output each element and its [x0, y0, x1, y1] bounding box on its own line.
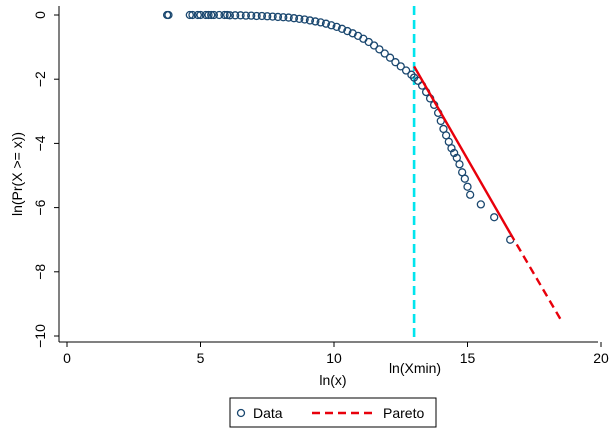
data-point [164, 10, 173, 20]
data-point [209, 10, 219, 20]
x-tick-label: 5 [197, 350, 205, 366]
plot-area [162, 6, 562, 342]
data-point [332, 22, 341, 32]
data-point [375, 45, 384, 54]
y-tick-label: −10 [32, 324, 48, 348]
data-point [188, 10, 197, 20]
data-point [215, 10, 224, 20]
data-point [369, 41, 379, 50]
y-tick-label: 0 [32, 11, 48, 19]
legend: Data Pareto [229, 397, 437, 428]
data-point [263, 12, 272, 21]
data-point [343, 26, 352, 36]
data-point [268, 12, 277, 21]
data-point [311, 17, 320, 26]
xmin-line-label: ln(Xmin) [389, 360, 441, 376]
data-point [327, 21, 336, 30]
data-point [300, 15, 309, 24]
data-point [193, 10, 202, 20]
data-point [257, 11, 267, 21]
data-point [460, 174, 469, 183]
y-tick-label: −4 [32, 135, 48, 151]
x-tick-label: 15 [460, 350, 476, 366]
y-tick-label: −2 [32, 71, 48, 87]
data-point [201, 10, 210, 20]
y-tick-label: −8 [32, 264, 48, 280]
data-point [401, 66, 411, 75]
data-point [225, 11, 235, 20]
x-tick-label: 10 [326, 350, 342, 366]
legend-label-data: Data [253, 405, 283, 421]
data-point [236, 11, 245, 20]
data-point [252, 11, 261, 21]
data-point [295, 14, 304, 24]
data-point [207, 10, 216, 20]
y-axis-label: ln(Pr(X >= x)) [9, 132, 25, 216]
legend-label-pareto: Pareto [383, 405, 424, 421]
data-point [490, 213, 499, 222]
data-point [305, 16, 315, 25]
data-point [466, 190, 475, 199]
data-point [279, 13, 288, 22]
data-point [196, 10, 205, 20]
data-point [391, 58, 400, 67]
y-tick-label: −6 [32, 199, 48, 215]
data-point [321, 19, 331, 28]
data-point [223, 10, 232, 20]
x-tick-label: 20 [593, 350, 609, 366]
x-tick-label: 0 [63, 350, 71, 366]
hollow-circle-icon [236, 408, 246, 418]
data-point [284, 13, 293, 22]
data-point [476, 200, 486, 209]
pareto-fit-line-dashed [509, 232, 562, 321]
data-point [385, 53, 395, 62]
x-axis-label: ln(x) [319, 372, 346, 388]
y-axis-ticks: 0 −2 −4 −6 −8 −10 [32, 11, 59, 348]
data-point [247, 11, 256, 20]
data-point [273, 12, 283, 22]
data-point [463, 182, 472, 191]
data-point [455, 160, 464, 169]
data-point [316, 18, 325, 27]
data-point [337, 24, 347, 33]
data-point [241, 11, 251, 20]
x-axis-ticks: 0 5 10 15 20 [63, 342, 609, 366]
pareto-fit-line-solid [413, 65, 512, 234]
data-point [204, 10, 213, 20]
data-point [185, 10, 194, 20]
data-point [231, 11, 240, 20]
data-point [396, 62, 405, 71]
data-point [380, 49, 389, 58]
data-point [220, 10, 229, 20]
data-point [289, 14, 299, 23]
